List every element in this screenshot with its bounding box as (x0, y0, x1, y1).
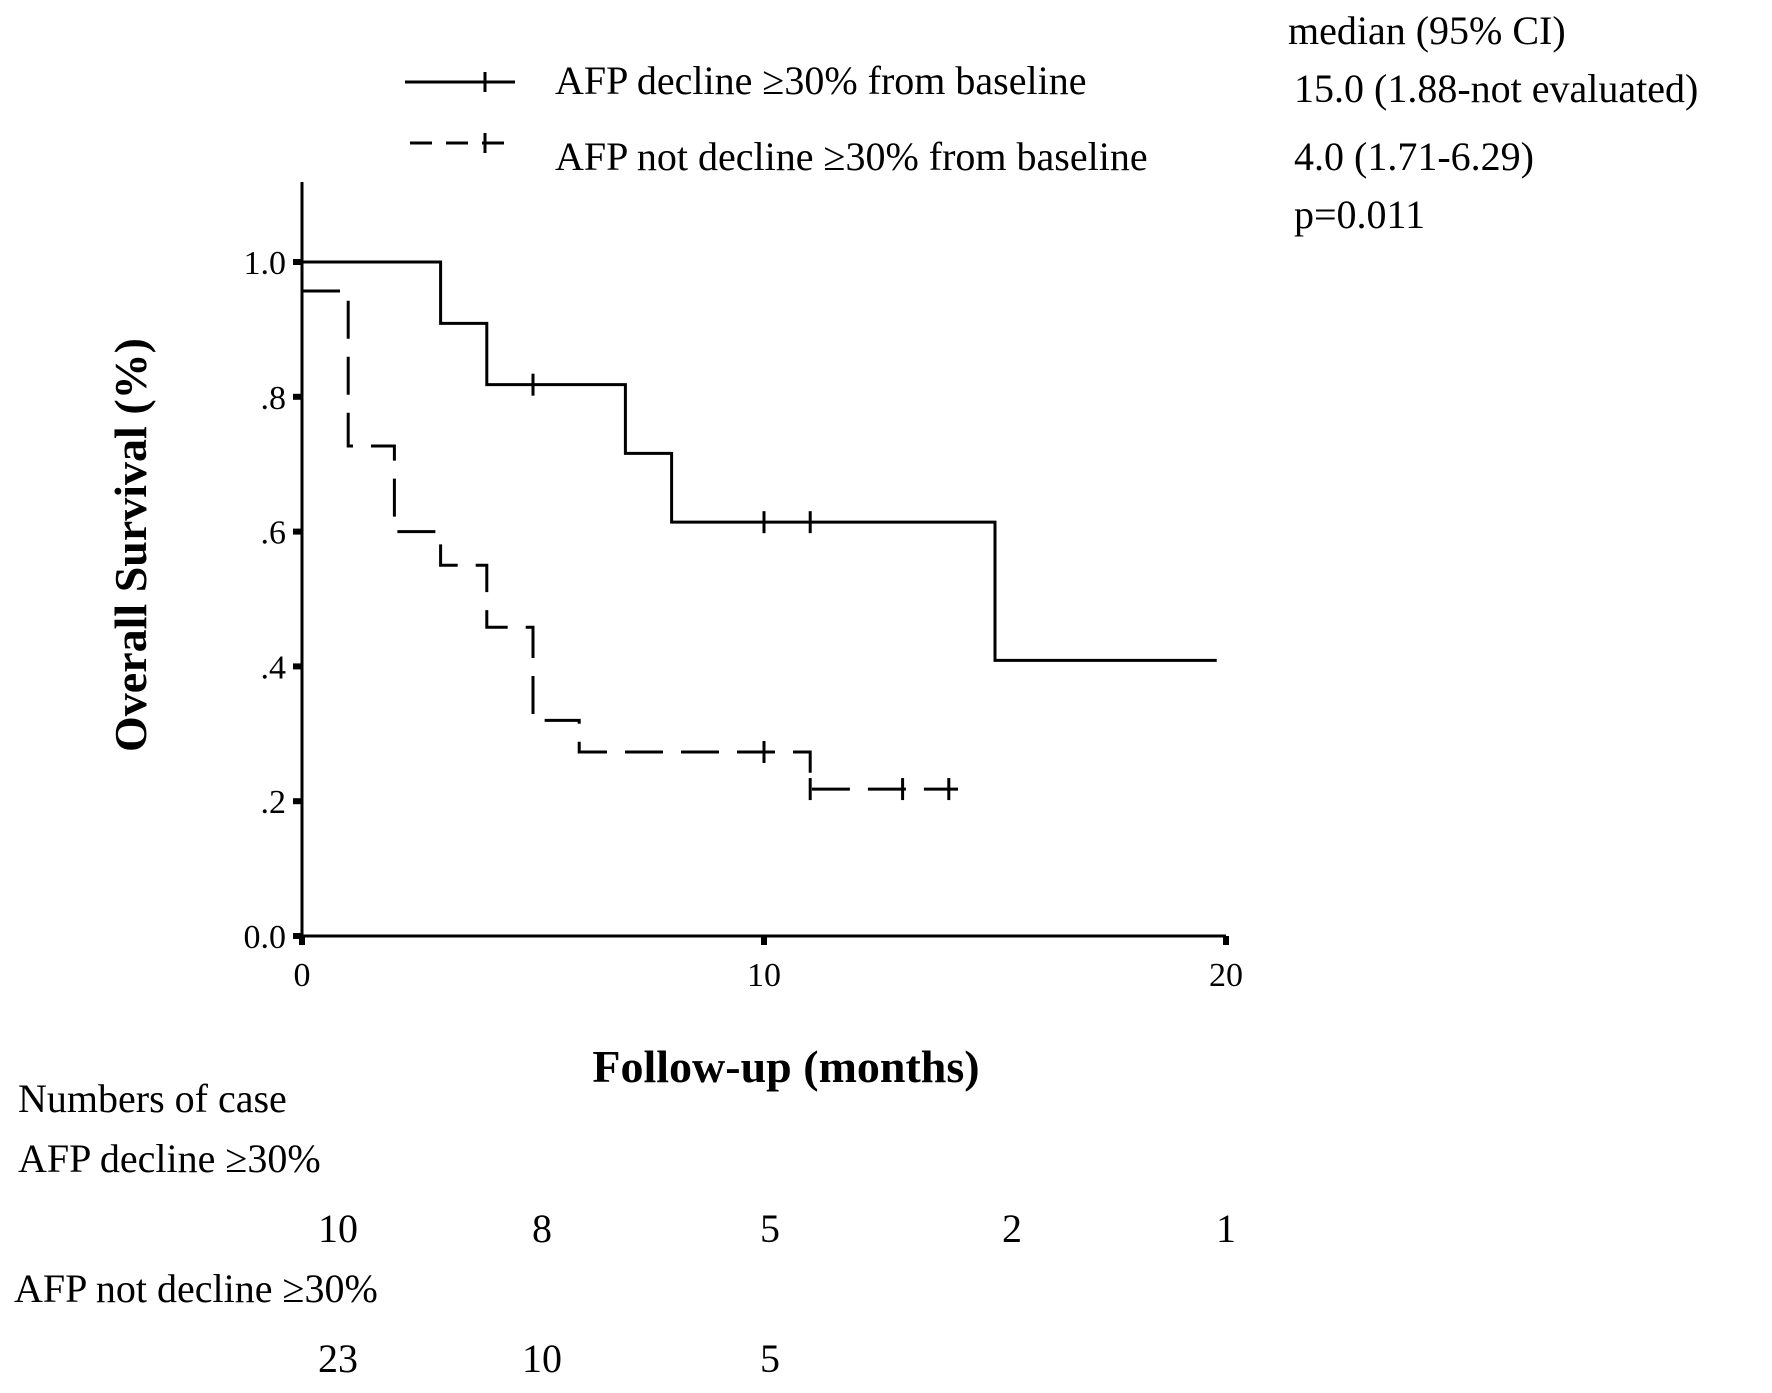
series-not-decline (302, 289, 959, 801)
stats-decline-value: 15.0 (1.88-not evaluated) (1294, 66, 1698, 111)
risk-count: 23 (318, 1336, 358, 1381)
stats-not-decline-value: 4.0 (1.71-6.29) (1294, 134, 1534, 179)
y-ticks: 0.0 .2 .4 .6 .8 1.0 (244, 245, 302, 956)
y-axis-title: Overall Survival (%) (105, 338, 156, 752)
y-tick-label: .6 (261, 515, 287, 552)
stats-block: median (95% CI) 15.0 (1.88-not evaluated… (1288, 8, 1698, 237)
risk-count: 10 (522, 1336, 562, 1381)
y-tick-label: .8 (261, 380, 287, 417)
risk-count: 2 (1002, 1206, 1022, 1251)
legend-label-decline: AFP decline ≥30% from baseline (555, 58, 1086, 103)
x-ticks: 0 10 20 (294, 936, 1243, 994)
risk-table-title: Numbers of case (18, 1076, 287, 1121)
x-tick-label: 20 (1209, 957, 1243, 994)
risk-counts: 10 8 5 2 1 23 10 5 (318, 1206, 1236, 1381)
y-tick-label: .2 (261, 784, 287, 821)
x-tick-label: 10 (747, 957, 781, 994)
risk-count: 5 (760, 1336, 780, 1381)
survival-curve-not-decline (302, 289, 959, 791)
risk-count: 10 (318, 1206, 358, 1251)
y-tick-label: 1.0 (244, 245, 287, 282)
x-tick-label: 0 (294, 957, 311, 994)
risk-count: 5 (760, 1206, 780, 1251)
risk-group-label-decline: AFP decline ≥30% (18, 1136, 321, 1181)
y-tick-label: 0.0 (244, 919, 287, 956)
risk-count: 8 (532, 1206, 552, 1251)
stats-p-value: p=0.011 (1294, 192, 1425, 237)
risk-group-label-not-decline: AFP not decline ≥30% (14, 1266, 378, 1311)
survival-curve-decline (302, 260, 1217, 662)
risk-count: 1 (1216, 1206, 1236, 1251)
x-axis-title: Follow-up (months) (592, 1041, 979, 1092)
legend-swatch-decline (405, 72, 515, 92)
series-layer (302, 260, 1217, 801)
risk-table: Numbers of case AFP decline ≥30% AFP not… (14, 1076, 1236, 1381)
series-decline (302, 260, 1217, 662)
legend-swatch-not-decline (410, 133, 515, 153)
stats-header: median (95% CI) (1288, 8, 1566, 53)
y-tick-label: .4 (261, 649, 287, 686)
legend-label-not-decline: AFP not decline ≥30% from baseline (555, 134, 1148, 179)
legend: AFP decline ≥30% from baseline AFP not d… (405, 58, 1148, 179)
